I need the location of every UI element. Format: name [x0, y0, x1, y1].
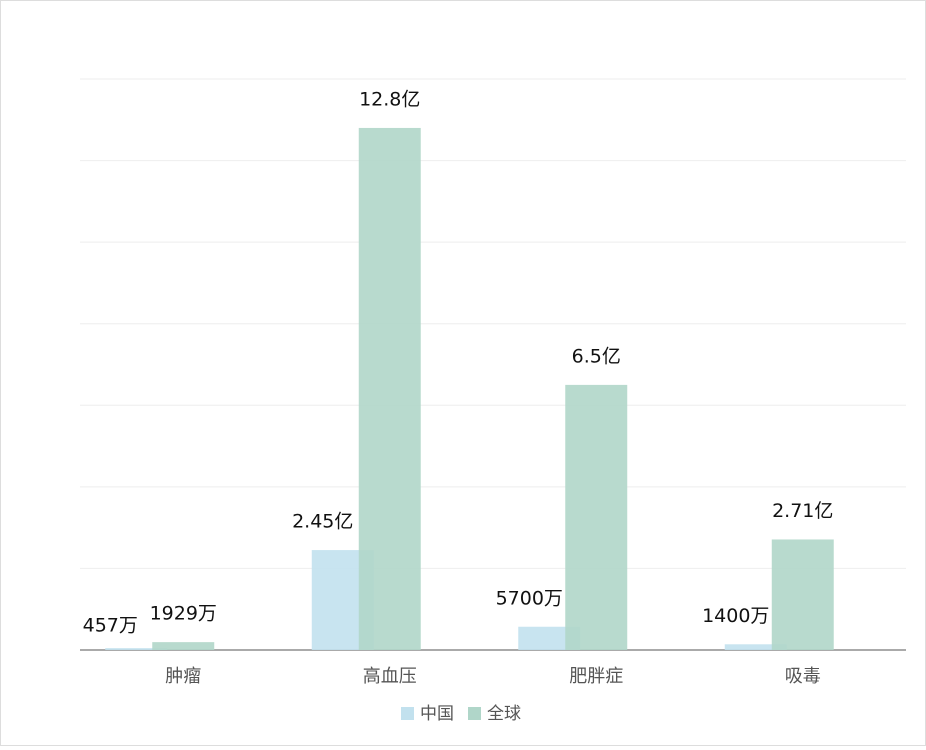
value-label: 5700万	[496, 587, 563, 609]
x-tick-label: 肥胖症	[569, 666, 623, 687]
bar	[105, 648, 168, 650]
bar	[152, 642, 215, 650]
value-label: 1929万	[150, 603, 217, 625]
legend-swatch	[401, 707, 414, 720]
value-label: 457万	[83, 615, 138, 637]
value-label: 2.45亿	[292, 511, 353, 533]
legend-swatch	[468, 707, 481, 720]
legend-label: 全球	[487, 704, 521, 724]
bar	[771, 539, 834, 650]
value-label: 6.5亿	[572, 345, 621, 367]
x-tick-label: 肿瘤	[165, 666, 201, 687]
bar	[358, 127, 421, 650]
value-label: 2.71亿	[772, 500, 833, 522]
bar	[518, 626, 581, 650]
value-label: 12.8亿	[359, 88, 420, 110]
value-label: 1400万	[702, 605, 769, 627]
x-tick-label: 吸毒	[785, 666, 821, 687]
bar	[565, 384, 628, 650]
x-tick-label: 高血压	[363, 666, 417, 687]
legend-label: 中国	[420, 704, 454, 724]
bar	[724, 644, 787, 650]
